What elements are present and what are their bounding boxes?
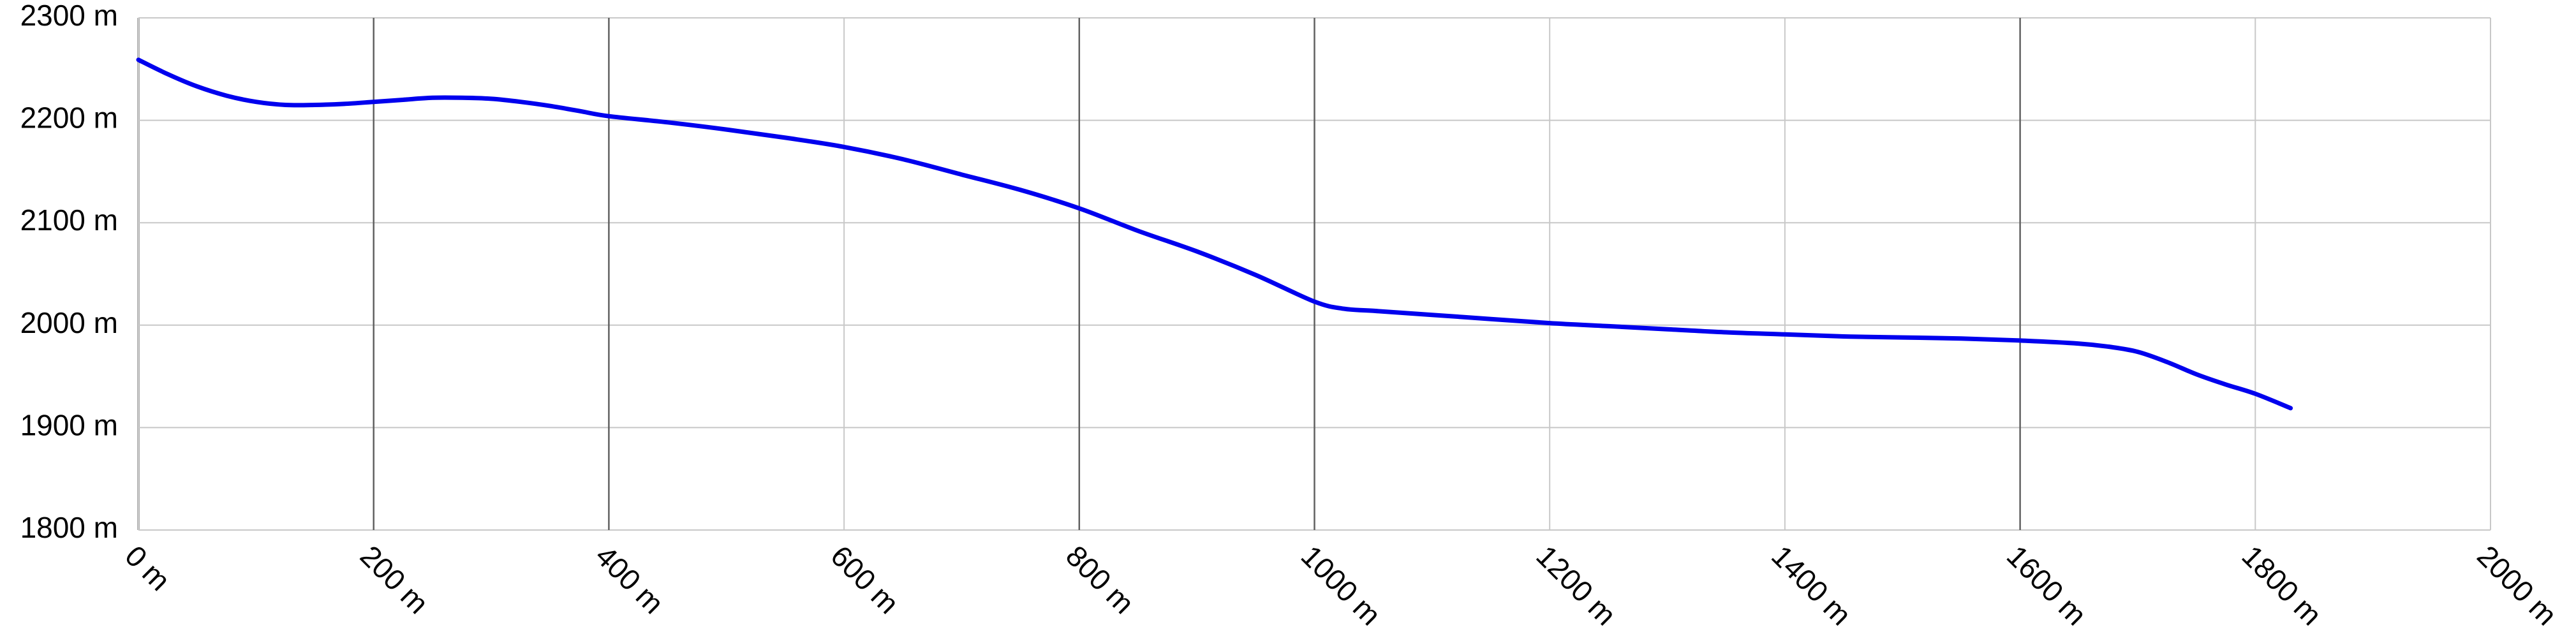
elevation-data-point	[1489, 317, 1493, 321]
x-tick-label: 2000 m	[2471, 539, 2563, 631]
elevation-data-point	[431, 96, 434, 99]
elevation-data-point	[343, 102, 346, 106]
elevation-data-point	[1783, 332, 1787, 336]
x-tick-label: 1600 m	[2001, 539, 2093, 631]
elevation-data-point	[2165, 360, 2169, 364]
y-tick-label: 1900 m	[20, 408, 118, 441]
elevation-data-point	[2018, 339, 2022, 343]
y-axis-labels: 1800 m 1900 m 2000 m 2100 m 2200 m 2300 m	[20, 0, 118, 544]
elevation-data-point	[577, 109, 581, 113]
elevation-data-point	[313, 103, 317, 107]
elevation-data-point	[489, 97, 493, 101]
elevation-data-point	[254, 100, 258, 104]
x-tick-label: 800 m	[1060, 539, 1141, 620]
elevation-series-line	[136, 57, 2293, 411]
elevation-data-point	[901, 158, 905, 161]
x-tick-label: 200 m	[354, 539, 435, 620]
elevation-data-point	[1077, 207, 1081, 210]
y-tick-label: 2000 m	[20, 306, 118, 339]
elevation-data-point	[2195, 372, 2198, 376]
x-tick-label: 400 m	[589, 539, 670, 620]
elevation-data-point	[2253, 392, 2257, 395]
elevation-data-point	[519, 100, 522, 104]
series-layer	[136, 57, 2293, 411]
elevation-data-point	[959, 173, 963, 177]
x-tick-label: 0 m	[119, 539, 177, 597]
elevation-data-point	[283, 103, 287, 107]
x-tick-label: 600 m	[824, 539, 905, 620]
elevation-data-point	[1606, 324, 1610, 328]
elevation-data-point	[2289, 406, 2293, 410]
elevation-data-point	[1019, 188, 1023, 192]
elevation-data-point	[1342, 307, 1346, 311]
elevation-data-point	[1900, 335, 1904, 339]
elevation-data-point	[137, 58, 140, 62]
elevation-data-point	[1959, 337, 1963, 341]
elevation-data-point	[166, 72, 170, 76]
elevation-data-point	[460, 96, 464, 99]
y-tick-label: 2300 m	[20, 0, 118, 32]
elevation-data-point	[1724, 330, 1728, 334]
elevation-data-point	[1430, 313, 1434, 317]
x-tick-label: 1000 m	[1295, 539, 1388, 631]
elevation-data-point	[1313, 300, 1317, 304]
elevation-data-point	[2077, 342, 2081, 346]
elevation-data-point	[1195, 249, 1199, 253]
x-tick-label: 1800 m	[2235, 539, 2328, 631]
elevation-data-point	[195, 85, 199, 89]
elevation-data-point	[666, 121, 670, 124]
y-tick-label: 2100 m	[20, 203, 118, 237]
x-tick-label: 1400 m	[1765, 539, 1858, 631]
elevation-data-point	[842, 145, 846, 149]
elevation-data-point	[1666, 327, 1669, 331]
elevation-data-point	[607, 114, 611, 118]
elevation-data-point	[783, 136, 787, 140]
elevation-data-point	[2224, 383, 2228, 387]
elevation-data-point	[548, 104, 552, 108]
x-tick-label: 1200 m	[1530, 539, 1622, 631]
elevation-data-point	[1372, 309, 1375, 313]
elevation-data-point	[725, 128, 729, 131]
y-tick-label: 1800 m	[20, 511, 118, 544]
elevation-data-point	[401, 98, 405, 102]
elevation-data-point	[2136, 350, 2140, 354]
elevation-data-point	[2106, 345, 2110, 349]
y-tick-label: 2200 m	[20, 101, 118, 135]
elevation-data-point	[1254, 273, 1257, 277]
elevation-data-point	[1136, 229, 1140, 233]
elevation-data-point	[1842, 335, 1846, 339]
elevation-data-point	[372, 100, 376, 104]
elevation-data-point	[1548, 321, 1551, 325]
elevation-data-point	[225, 94, 228, 98]
x-axis-labels: 0 m 200 m 400 m 600 m 800 m 1000 m 1200 m 1400 …	[119, 539, 2563, 631]
